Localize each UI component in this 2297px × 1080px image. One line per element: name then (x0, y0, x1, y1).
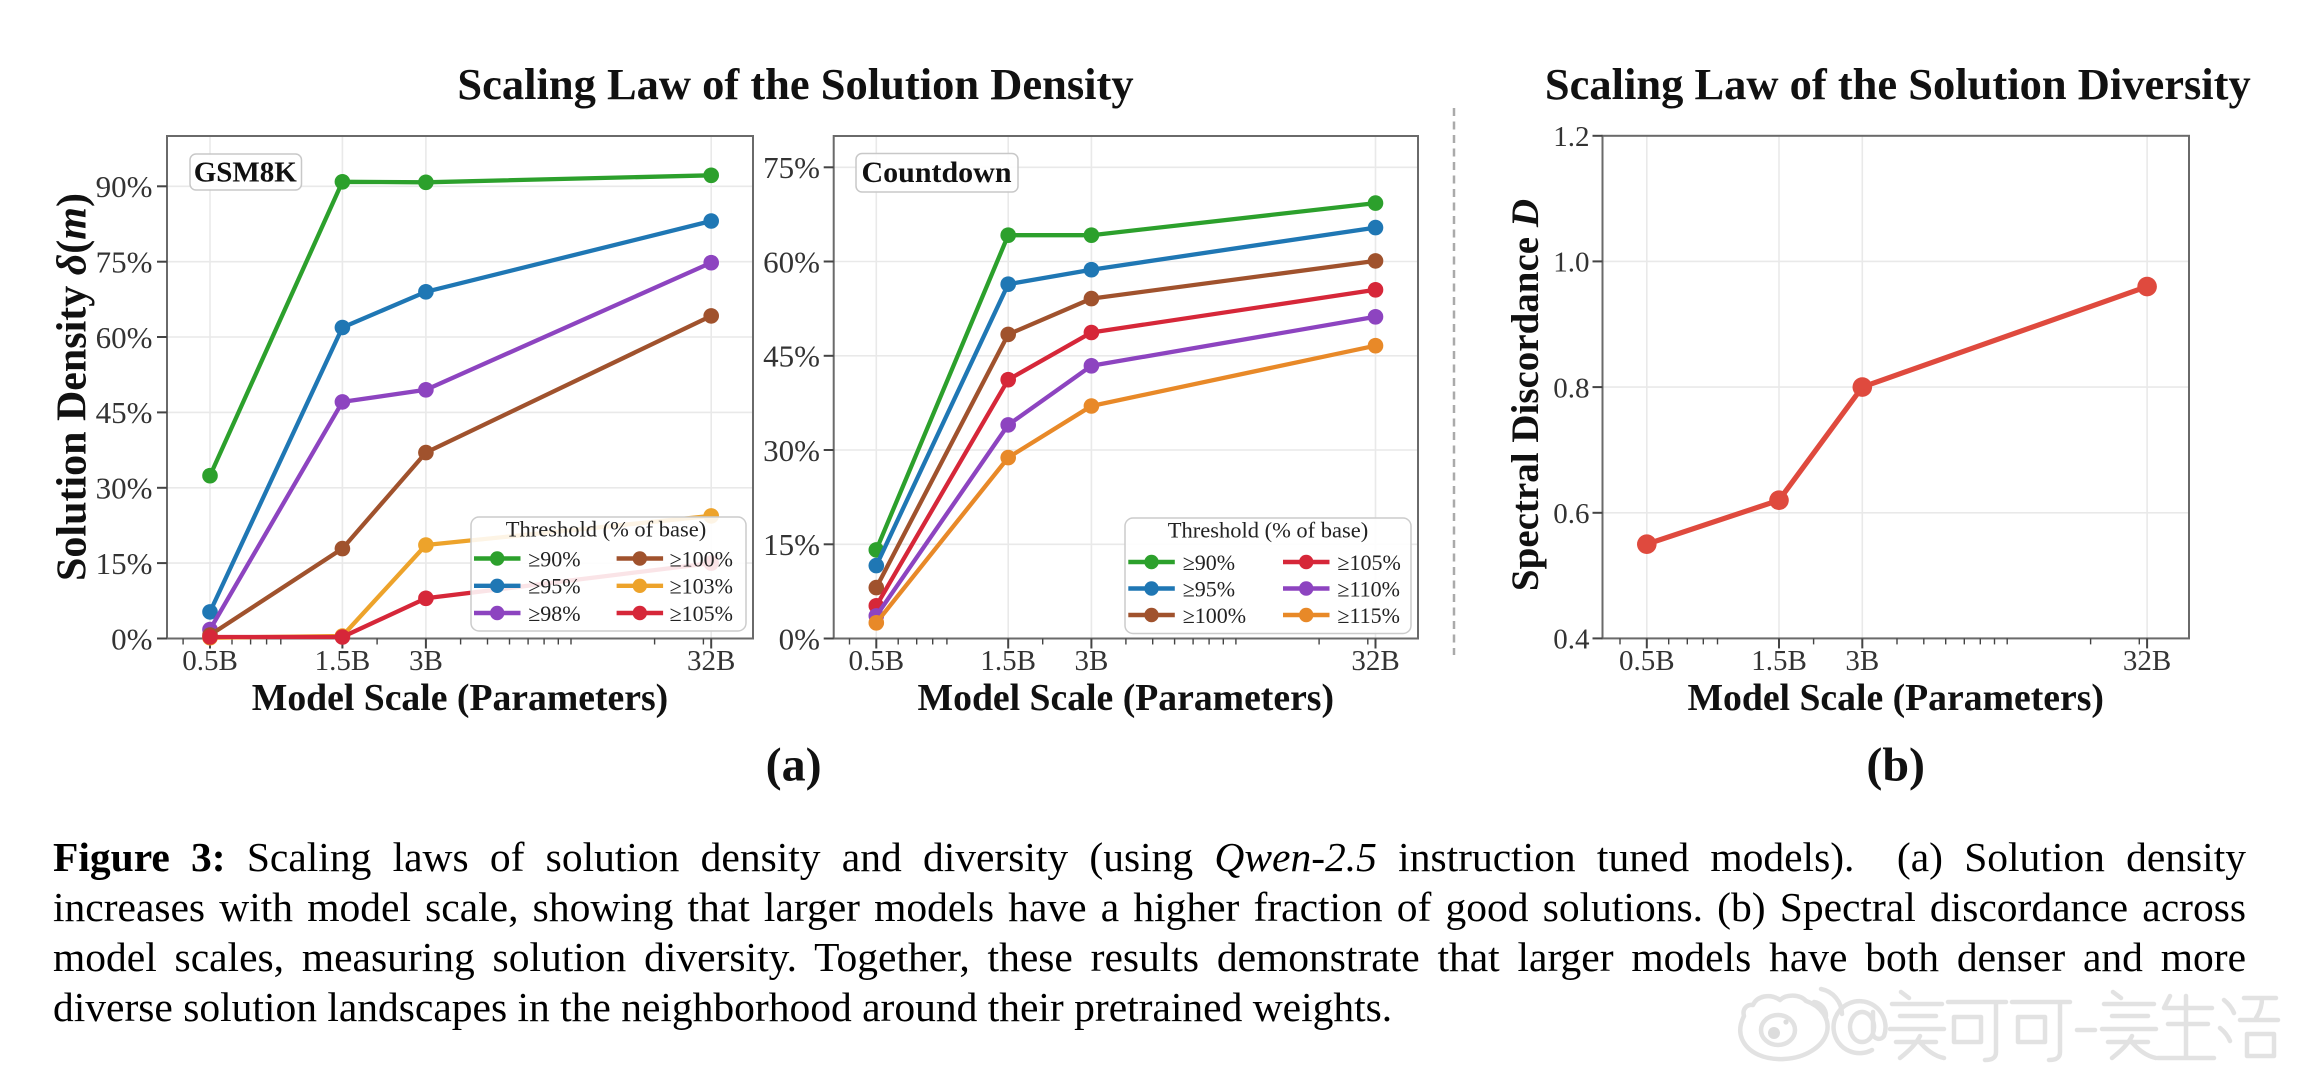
svg-text:GSM8K: GSM8K (194, 157, 298, 189)
svg-text:1.5B: 1.5B (315, 645, 371, 677)
svg-text:0.5B: 0.5B (182, 645, 238, 677)
svg-text:Threshold (% of base): Threshold (% of base) (1168, 518, 1369, 543)
svg-text:≥90%: ≥90% (528, 546, 580, 571)
svg-text:≥90%: ≥90% (1183, 550, 1235, 575)
svg-text:(a): (a) (766, 739, 822, 792)
svg-text:3B: 3B (1074, 645, 1108, 677)
svg-text:≥100%: ≥100% (1183, 603, 1246, 628)
svg-text:≥115%: ≥115% (1337, 603, 1400, 628)
svg-text:≥110%: ≥110% (1337, 576, 1400, 601)
svg-text:≥103%: ≥103% (670, 574, 733, 599)
svg-text:30%: 30% (763, 433, 820, 468)
svg-text:Threshold (% of base): Threshold (% of base) (506, 517, 707, 542)
svg-text:Scaling Law of the Solution Di: Scaling Law of the Solution Diversity (1545, 59, 2251, 109)
svg-text:0%: 0% (111, 621, 152, 656)
svg-text:Scaling Law of the Solution De: Scaling Law of the Solution Density (457, 59, 1133, 109)
svg-text:0.6: 0.6 (1553, 498, 1589, 530)
svg-text:1.2: 1.2 (1553, 121, 1589, 153)
svg-text:32B: 32B (1351, 645, 1399, 677)
svg-text:15%: 15% (763, 527, 820, 562)
svg-text:45%: 45% (96, 395, 153, 430)
svg-text:Solution Density δ(m): Solution Density δ(m) (49, 193, 95, 581)
svg-text:3B: 3B (409, 645, 443, 677)
svg-text:32B: 32B (687, 645, 735, 677)
svg-text:0.5B: 0.5B (1619, 645, 1675, 677)
svg-text:1.0: 1.0 (1553, 247, 1589, 279)
svg-text:75%: 75% (96, 245, 153, 280)
svg-text:Model Scale (Parameters): Model Scale (Parameters) (252, 677, 668, 719)
svg-text:≥95%: ≥95% (1183, 576, 1235, 601)
svg-text:(b): (b) (1866, 739, 1925, 792)
svg-text:≥105%: ≥105% (670, 601, 733, 626)
svg-text:32B: 32B (2123, 645, 2171, 677)
svg-text:Countdown: Countdown (861, 156, 1011, 189)
svg-text:75%: 75% (763, 150, 820, 185)
svg-text:≥100%: ≥100% (670, 546, 733, 571)
svg-text:≥95%: ≥95% (528, 574, 580, 599)
svg-text:15%: 15% (96, 546, 153, 581)
svg-text:90%: 90% (96, 169, 153, 204)
svg-text:Model Scale (Parameters): Model Scale (Parameters) (1687, 677, 2103, 719)
svg-text:0.5B: 0.5B (849, 645, 905, 677)
svg-text:Model Scale (Parameters): Model Scale (Parameters) (918, 677, 1334, 719)
svg-text:Spectral Discordance D: Spectral Discordance D (1504, 199, 1547, 591)
svg-text:30%: 30% (96, 471, 153, 506)
svg-text:60%: 60% (96, 320, 153, 355)
svg-text:≥105%: ≥105% (1337, 550, 1400, 575)
svg-text:0%: 0% (779, 621, 820, 656)
svg-text:≥98%: ≥98% (528, 601, 580, 626)
svg-text:1.5B: 1.5B (980, 645, 1036, 677)
svg-text:0.8: 0.8 (1553, 372, 1589, 404)
svg-text:3B: 3B (1845, 645, 1879, 677)
svg-text:60%: 60% (763, 244, 820, 279)
svg-text:45%: 45% (763, 339, 820, 374)
svg-text:0.4: 0.4 (1553, 624, 1590, 656)
svg-text:1.5B: 1.5B (1751, 645, 1807, 677)
